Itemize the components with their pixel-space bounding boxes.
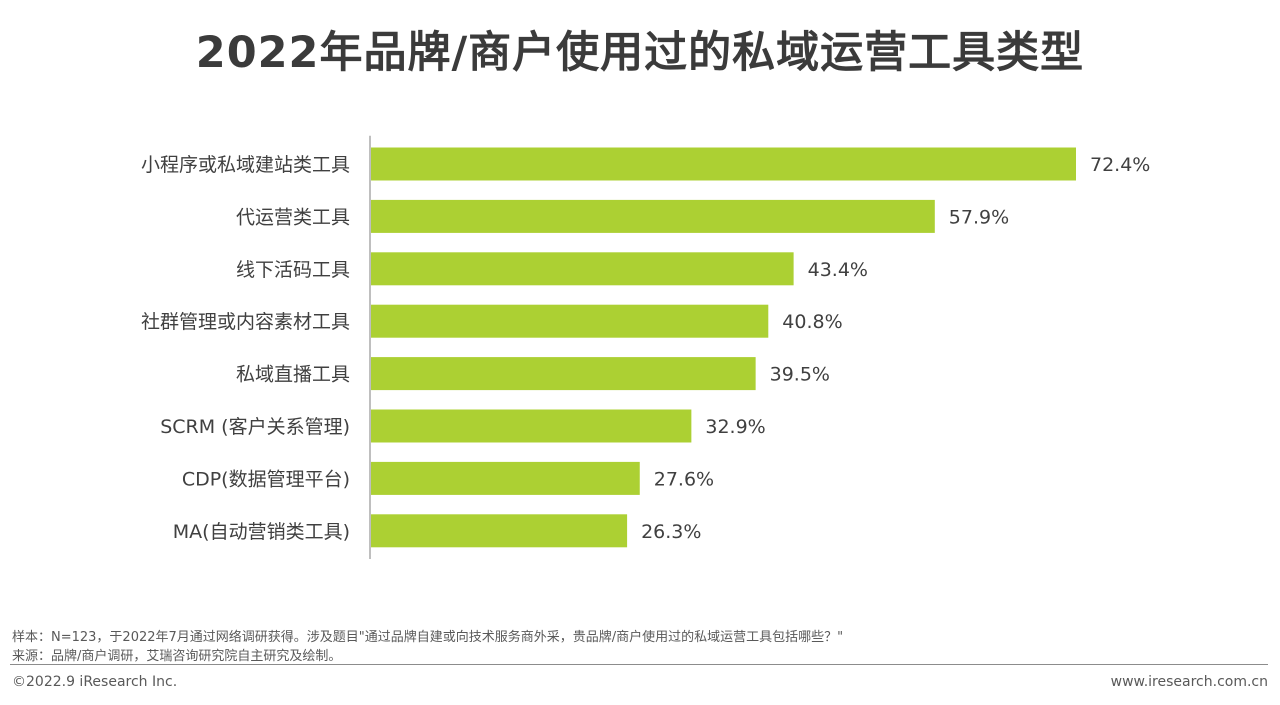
value-label: 27.6% <box>654 468 714 490</box>
bar-chart: 小程序或私域建站类工具 72.4% 代运营类工具 57.9% 线下活码工具 43.4% 社群… <box>141 135 1150 559</box>
website: www.iresearch.com.cn <box>1110 674 1268 690</box>
category-label: 私域直播工具 <box>236 364 350 386</box>
bar <box>371 199 935 233</box>
value-label: 57.9% <box>949 206 1009 228</box>
value-label: 39.5% <box>770 364 830 386</box>
bar <box>371 514 628 548</box>
footer-divider <box>10 664 1268 665</box>
category-label: 线下活码工具 <box>236 259 350 281</box>
value-label: 26.3% <box>641 521 701 543</box>
bar <box>371 252 794 286</box>
value-label: 32.9% <box>705 416 765 438</box>
category-label: 社群管理或内容素材工具 <box>141 311 350 333</box>
bar <box>371 461 640 495</box>
category-label: CDP(数据管理平台) <box>182 468 350 490</box>
category-label: SCRM (客户关系管理) <box>160 416 350 438</box>
bar <box>371 357 756 391</box>
category-label: 代运营类工具 <box>236 206 350 228</box>
source-note: 来源：品牌/商户调研，艾瑞咨询研究院自主研究及绘制。 <box>12 649 342 664</box>
category-label: 小程序或私域建站类工具 <box>141 154 350 176</box>
bar <box>371 409 692 443</box>
bar <box>371 147 1076 181</box>
value-label: 43.4% <box>808 259 868 281</box>
value-label: 40.8% <box>782 311 842 333</box>
sample-note: 样本：N=123，于2022年7月通过网络调研获得。涉及题目"通过品牌自建或向技… <box>12 630 844 645</box>
value-label: 72.4% <box>1090 154 1150 176</box>
chart-title: 2022年品牌/商户使用过的私域运营工具类型 <box>195 28 1085 78</box>
copyright: ©2022.9 iResearch Inc. <box>12 674 178 690</box>
bar <box>371 304 769 338</box>
category-label: MA(自动营销类工具) <box>173 521 350 543</box>
